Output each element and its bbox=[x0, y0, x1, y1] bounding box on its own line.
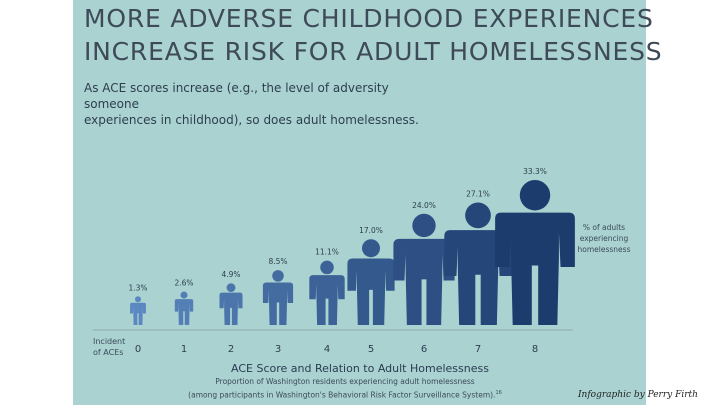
value-label-ace-7: 27.1% bbox=[466, 190, 490, 199]
person-figure-ace-5 bbox=[347, 239, 395, 325]
legend: % of adults experiencing homelessness bbox=[578, 223, 631, 254]
person-figure-ace-4 bbox=[309, 260, 345, 325]
value-labels: 1.3% 2.6% 4.9% 8.5% 11.1% 17.0% 24.0% 27.1% 33.3… bbox=[128, 167, 546, 292]
value-label-ace-2: 4.9% bbox=[221, 270, 240, 279]
value-label-ace-8: 33.3% bbox=[523, 167, 547, 176]
legend-line: homelessness bbox=[578, 245, 631, 254]
value-label-ace-3: 8.5% bbox=[268, 257, 287, 266]
footer-subtitle-2-text: (among participants in Washington's Beha… bbox=[188, 390, 496, 400]
ace-homelessness-chart: Incident of ACEs 0 1 2 3 4 5 6 7 8 1.3% 2.6% 4.9% 8.5… bbox=[93, 167, 631, 357]
footer-subtitle-1: Proportion of Washington residents exper… bbox=[215, 377, 475, 386]
value-label-ace-4: 11.1% bbox=[315, 248, 339, 257]
x-axis-title-line: of ACEs bbox=[93, 348, 123, 357]
person-figure-ace-0 bbox=[130, 296, 146, 325]
person-figure-ace-7 bbox=[444, 202, 512, 325]
value-label-ace-1: 2.6% bbox=[174, 279, 193, 288]
person-figure-ace-2 bbox=[219, 283, 243, 325]
category-label-2: 2 bbox=[228, 344, 234, 355]
footer-subtitle-2: (among participants in Washington's Beha… bbox=[170, 388, 520, 401]
value-label-ace-0: 1.3% bbox=[128, 283, 147, 292]
footer-title: ACE Score and Relation to Adult Homeless… bbox=[231, 362, 489, 375]
category-label-3: 3 bbox=[275, 344, 281, 355]
value-label-ace-5: 17.0% bbox=[359, 226, 383, 235]
legend-line: experiencing bbox=[580, 234, 629, 243]
person-figure-ace-3 bbox=[262, 270, 294, 325]
credit: Infographic by Perry Firth bbox=[578, 390, 698, 400]
category-label-6: 6 bbox=[421, 344, 427, 355]
category-label-0: 0 bbox=[135, 344, 141, 355]
title-line-2: INCREASE RISK FOR ADULT HOMELESSNESS bbox=[84, 37, 663, 66]
infographic-panel bbox=[73, 0, 646, 405]
subtitle: As ACE scores increase (e.g., the level … bbox=[84, 80, 444, 128]
x-axis: Incident of ACEs 0 1 2 3 4 5 6 7 8 bbox=[93, 329, 573, 357]
value-label-ace-6: 24.0% bbox=[412, 201, 436, 210]
category-label-7: 7 bbox=[475, 344, 481, 355]
legend-line: % of adults bbox=[583, 223, 625, 232]
subtitle-line-1: As ACE scores increase (e.g., the level … bbox=[84, 81, 389, 111]
person-figures bbox=[130, 180, 575, 325]
category-label-5: 5 bbox=[368, 344, 374, 355]
title-line-1: MORE ADVERSE CHILDHOOD EXPERIENCES bbox=[84, 4, 654, 33]
category-label-8: 8 bbox=[532, 344, 538, 355]
x-axis-title-line: Incident bbox=[93, 337, 125, 346]
category-label-1: 1 bbox=[181, 344, 187, 355]
person-figure-ace-8 bbox=[495, 180, 575, 325]
person-figure-ace-1 bbox=[174, 291, 194, 325]
subtitle-line-2: experiences in childhood), so does adult… bbox=[84, 113, 419, 127]
category-label-4: 4 bbox=[324, 344, 330, 355]
footer-reference: 16 bbox=[495, 390, 502, 396]
person-figure-ace-6 bbox=[393, 213, 455, 325]
